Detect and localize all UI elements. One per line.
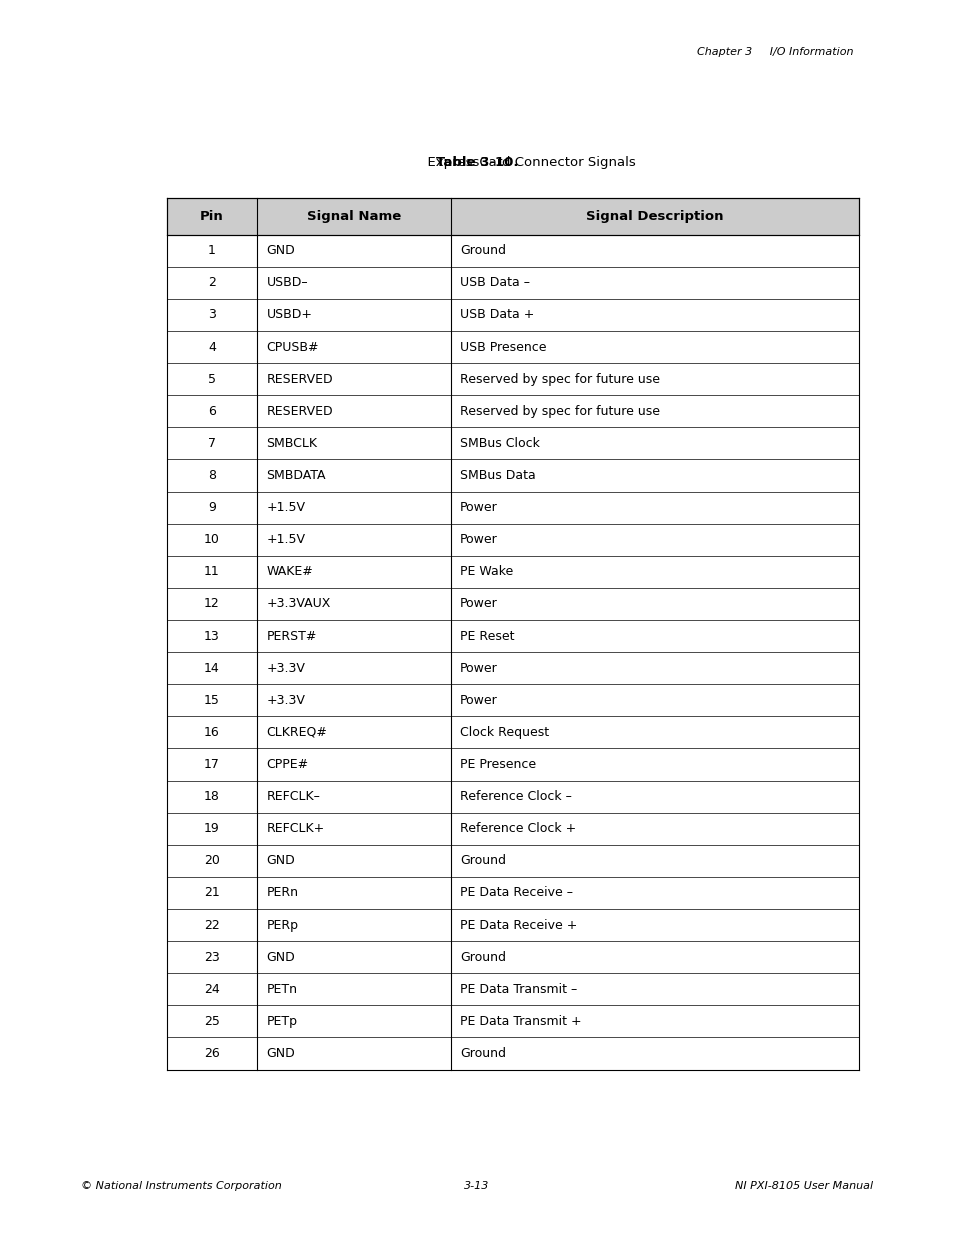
Text: PERp: PERp bbox=[266, 919, 298, 931]
Text: +1.5V: +1.5V bbox=[266, 534, 305, 546]
Text: 1: 1 bbox=[208, 245, 215, 257]
Text: 10: 10 bbox=[204, 534, 219, 546]
Text: GND: GND bbox=[266, 245, 294, 257]
Text: 25: 25 bbox=[204, 1015, 219, 1028]
Text: NI PXI-8105 User Manual: NI PXI-8105 User Manual bbox=[734, 1181, 872, 1191]
Text: 19: 19 bbox=[204, 823, 219, 835]
Text: 7: 7 bbox=[208, 437, 215, 450]
Text: Ground: Ground bbox=[459, 855, 505, 867]
Text: SMBus Clock: SMBus Clock bbox=[459, 437, 539, 450]
Text: GND: GND bbox=[266, 855, 294, 867]
Text: USBD–: USBD– bbox=[266, 277, 308, 289]
Text: SMBCLK: SMBCLK bbox=[266, 437, 317, 450]
Text: PETn: PETn bbox=[266, 983, 297, 995]
Text: Signal Description: Signal Description bbox=[585, 210, 722, 222]
Text: Ground: Ground bbox=[459, 245, 505, 257]
Text: 17: 17 bbox=[204, 758, 219, 771]
Text: 3: 3 bbox=[208, 309, 215, 321]
Text: PERST#: PERST# bbox=[266, 630, 316, 642]
Text: 6: 6 bbox=[208, 405, 215, 417]
Text: PE Reset: PE Reset bbox=[459, 630, 514, 642]
Text: PERn: PERn bbox=[266, 887, 298, 899]
Text: 12: 12 bbox=[204, 598, 219, 610]
Text: 14: 14 bbox=[204, 662, 219, 674]
Text: Power: Power bbox=[459, 501, 497, 514]
Text: Clock Request: Clock Request bbox=[459, 726, 549, 739]
Text: RESERVED: RESERVED bbox=[266, 405, 333, 417]
Text: 22: 22 bbox=[204, 919, 219, 931]
Text: PE Presence: PE Presence bbox=[459, 758, 536, 771]
Text: Pin: Pin bbox=[200, 210, 224, 222]
Text: +3.3V: +3.3V bbox=[266, 694, 305, 706]
Text: 26: 26 bbox=[204, 1047, 219, 1060]
Text: USB Data –: USB Data – bbox=[459, 277, 530, 289]
Text: 23: 23 bbox=[204, 951, 219, 963]
Text: USB Data +: USB Data + bbox=[459, 309, 534, 321]
Text: Reference Clock +: Reference Clock + bbox=[459, 823, 576, 835]
Text: Power: Power bbox=[459, 662, 497, 674]
Text: Table 3-10.: Table 3-10. bbox=[436, 156, 517, 169]
Text: CLKREQ#: CLKREQ# bbox=[266, 726, 327, 739]
Text: PETp: PETp bbox=[266, 1015, 297, 1028]
Text: 5: 5 bbox=[208, 373, 215, 385]
Text: ExpressCard Connector Signals: ExpressCard Connector Signals bbox=[418, 156, 636, 169]
Text: PE Wake: PE Wake bbox=[459, 566, 513, 578]
Text: PE Data Receive –: PE Data Receive – bbox=[459, 887, 573, 899]
Text: 24: 24 bbox=[204, 983, 219, 995]
Text: PE Data Receive +: PE Data Receive + bbox=[459, 919, 577, 931]
Text: RESERVED: RESERVED bbox=[266, 373, 333, 385]
Text: 20: 20 bbox=[204, 855, 219, 867]
Text: CPUSB#: CPUSB# bbox=[266, 341, 318, 353]
Text: Power: Power bbox=[459, 598, 497, 610]
Text: PE Data Transmit +: PE Data Transmit + bbox=[459, 1015, 581, 1028]
Text: Power: Power bbox=[459, 534, 497, 546]
Text: Reserved by spec for future use: Reserved by spec for future use bbox=[459, 405, 659, 417]
Text: USB Presence: USB Presence bbox=[459, 341, 546, 353]
Text: 15: 15 bbox=[204, 694, 219, 706]
Text: USBD+: USBD+ bbox=[266, 309, 312, 321]
Text: 11: 11 bbox=[204, 566, 219, 578]
Text: Chapter 3     I/O Information: Chapter 3 I/O Information bbox=[697, 47, 853, 57]
Text: SMBus Data: SMBus Data bbox=[459, 469, 536, 482]
Text: REFCLK–: REFCLK– bbox=[266, 790, 320, 803]
Text: Reference Clock –: Reference Clock – bbox=[459, 790, 572, 803]
Text: 18: 18 bbox=[204, 790, 219, 803]
Text: WAKE#: WAKE# bbox=[266, 566, 313, 578]
Text: +3.3V: +3.3V bbox=[266, 662, 305, 674]
Text: GND: GND bbox=[266, 1047, 294, 1060]
Text: 9: 9 bbox=[208, 501, 215, 514]
Text: SMBDATA: SMBDATA bbox=[266, 469, 326, 482]
Text: 8: 8 bbox=[208, 469, 215, 482]
Text: 2: 2 bbox=[208, 277, 215, 289]
Text: PE Data Transmit –: PE Data Transmit – bbox=[459, 983, 577, 995]
Text: REFCLK+: REFCLK+ bbox=[266, 823, 324, 835]
Text: Power: Power bbox=[459, 694, 497, 706]
Text: Signal Name: Signal Name bbox=[306, 210, 400, 222]
Text: 13: 13 bbox=[204, 630, 219, 642]
Text: © National Instruments Corporation: © National Instruments Corporation bbox=[81, 1181, 281, 1191]
Text: Ground: Ground bbox=[459, 1047, 505, 1060]
Text: 3-13: 3-13 bbox=[464, 1181, 489, 1191]
Text: CPPE#: CPPE# bbox=[266, 758, 308, 771]
Text: +3.3VAUX: +3.3VAUX bbox=[266, 598, 331, 610]
Text: 4: 4 bbox=[208, 341, 215, 353]
Text: 21: 21 bbox=[204, 887, 219, 899]
Text: GND: GND bbox=[266, 951, 294, 963]
Text: +1.5V: +1.5V bbox=[266, 501, 305, 514]
Text: Reserved by spec for future use: Reserved by spec for future use bbox=[459, 373, 659, 385]
Text: 16: 16 bbox=[204, 726, 219, 739]
Text: Ground: Ground bbox=[459, 951, 505, 963]
